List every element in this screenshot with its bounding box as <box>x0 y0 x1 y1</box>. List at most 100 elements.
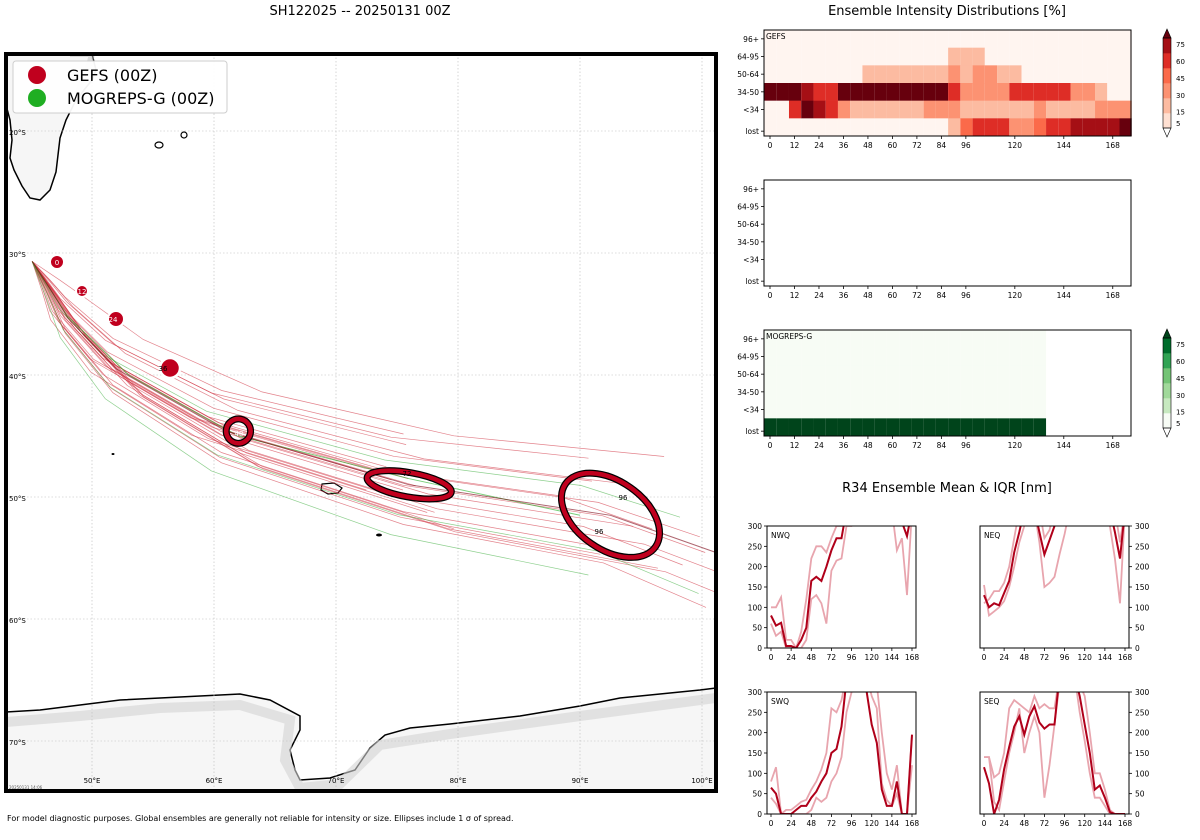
heatmap-cell <box>960 118 973 137</box>
heatmap-cell <box>874 365 887 384</box>
heatmap-cell <box>1033 383 1047 401</box>
heatmap-cell <box>1046 65 1059 84</box>
heatmap-cell <box>997 65 1010 84</box>
heatmap-cell <box>776 83 789 101</box>
r34-y-tick: 250 <box>748 542 763 551</box>
heatmap-cell <box>899 47 912 66</box>
heatmap-cell <box>1021 418 1034 437</box>
heatmap-cell <box>874 347 887 366</box>
heatmap-cell <box>825 83 838 101</box>
heatmap-cell <box>1046 30 1059 48</box>
heatmap-cell <box>776 383 789 401</box>
heatmap-cell <box>972 418 985 437</box>
heatmap-cell <box>801 347 814 366</box>
heatmap-cell <box>923 118 936 137</box>
heatmap-cell <box>862 100 875 119</box>
heatmap-cell <box>911 83 924 101</box>
lat-label: 40°S <box>9 373 26 381</box>
heatmap-x-tick: 144 <box>1057 441 1072 450</box>
heatmap-cell <box>788 30 802 48</box>
heatmap-cell <box>1070 30 1083 48</box>
heatmap-cell <box>886 418 900 437</box>
lat-label: 70°S <box>9 739 26 747</box>
lat-label: 50°S <box>9 495 26 503</box>
r34-q3-line <box>984 692 1125 814</box>
heatmap-cell <box>972 47 985 66</box>
heatmap-cell <box>874 47 887 66</box>
gefs-legend-label: GEFS (00Z) <box>67 66 157 85</box>
colorbar-tick: 45 <box>1176 375 1185 383</box>
heatmap-cell <box>837 418 851 437</box>
heatmap-cell <box>788 365 802 384</box>
heatmap-cell <box>874 118 887 137</box>
r34-x-tick: 48 <box>1020 819 1030 828</box>
heatmap-cell <box>899 100 912 119</box>
r34-y-tick: 250 <box>748 708 763 717</box>
heatmap-cell <box>1021 100 1034 119</box>
map-legend: GEFS (00Z) MOGREPS-G (00Z) <box>12 60 228 114</box>
r34-x-tick: 0 <box>982 653 987 662</box>
heatmap-cell <box>984 118 998 137</box>
heatmap-cell <box>948 118 961 137</box>
heatmap-cell <box>1095 65 1108 84</box>
r34-q3-line <box>983 526 1124 604</box>
heatmap-cell <box>776 65 789 84</box>
uncertainty-ellipse <box>223 416 253 446</box>
heatmap-cell <box>911 30 924 48</box>
heatmap-cell <box>788 347 802 366</box>
heatmap-cell <box>813 330 826 348</box>
heatmap-cell <box>997 30 1010 48</box>
heatmap-cell <box>850 118 863 137</box>
heatmap-cell <box>813 400 826 419</box>
heatmap-x-tick: 36 <box>839 141 849 150</box>
heatmap-cell <box>1095 83 1108 101</box>
heatmap-frame <box>763 29 1132 137</box>
heatmap-x-tick: 144 <box>1057 291 1072 300</box>
heatmap-cell <box>850 400 863 419</box>
r34-y-tick: 300 <box>748 522 763 531</box>
lon-label: 70°E <box>328 777 345 785</box>
heatmap-cell <box>948 100 961 119</box>
r34-y-tick: 100 <box>748 603 763 612</box>
colorbar-tick: 15 <box>1176 109 1185 117</box>
heatmap-cell <box>1033 330 1047 348</box>
heatmap-cell <box>960 83 973 101</box>
heatmap-cell <box>911 400 924 419</box>
heatmap-cell <box>972 30 985 48</box>
heatmap-cell <box>997 383 1010 401</box>
heatmap-cell <box>764 118 777 137</box>
heatmap-x-tick: 36 <box>839 291 849 300</box>
heatmap-cell <box>776 400 789 419</box>
heatmap-cell <box>984 400 998 419</box>
heatmap-cell <box>874 83 887 101</box>
heatmap-cell <box>862 400 875 419</box>
heatmap-x-tick: 60 <box>888 141 898 150</box>
heatmap-cell <box>899 330 912 348</box>
heatmap-cell <box>1033 83 1047 101</box>
lon-label: 50°E <box>84 777 101 785</box>
heatmap-cell <box>935 347 949 366</box>
heatmap-cell <box>911 418 924 437</box>
heatmap-cell <box>935 418 949 437</box>
heatmap-cell <box>1046 118 1059 137</box>
heatmap-cell <box>1021 400 1034 419</box>
heatmap-x-tick: 0 <box>768 441 773 450</box>
heatmap-cell <box>1119 118 1132 137</box>
heatmap-row-label: <34 <box>743 406 759 415</box>
heatmap-cell <box>960 100 973 119</box>
heatmap-cell <box>911 347 924 366</box>
tau-marker-24: 24 <box>107 310 125 328</box>
heatmap-cell <box>813 30 826 48</box>
r34-x-tick: 144 <box>1098 819 1113 828</box>
heatmap-row-label: 50-64 <box>737 220 759 229</box>
heatmap-cell <box>923 418 936 437</box>
r34-y-tick: 300 <box>1135 522 1150 531</box>
ensemble-member-track <box>31 261 699 594</box>
heatmap-cell <box>923 365 936 384</box>
colorbar-tick: 5 <box>1176 120 1180 128</box>
heatmap-cell <box>837 83 851 101</box>
heatmap-x-tick: 36 <box>839 441 849 450</box>
r34-y-tick: 200 <box>748 563 763 572</box>
heatmap-cell <box>825 118 838 137</box>
